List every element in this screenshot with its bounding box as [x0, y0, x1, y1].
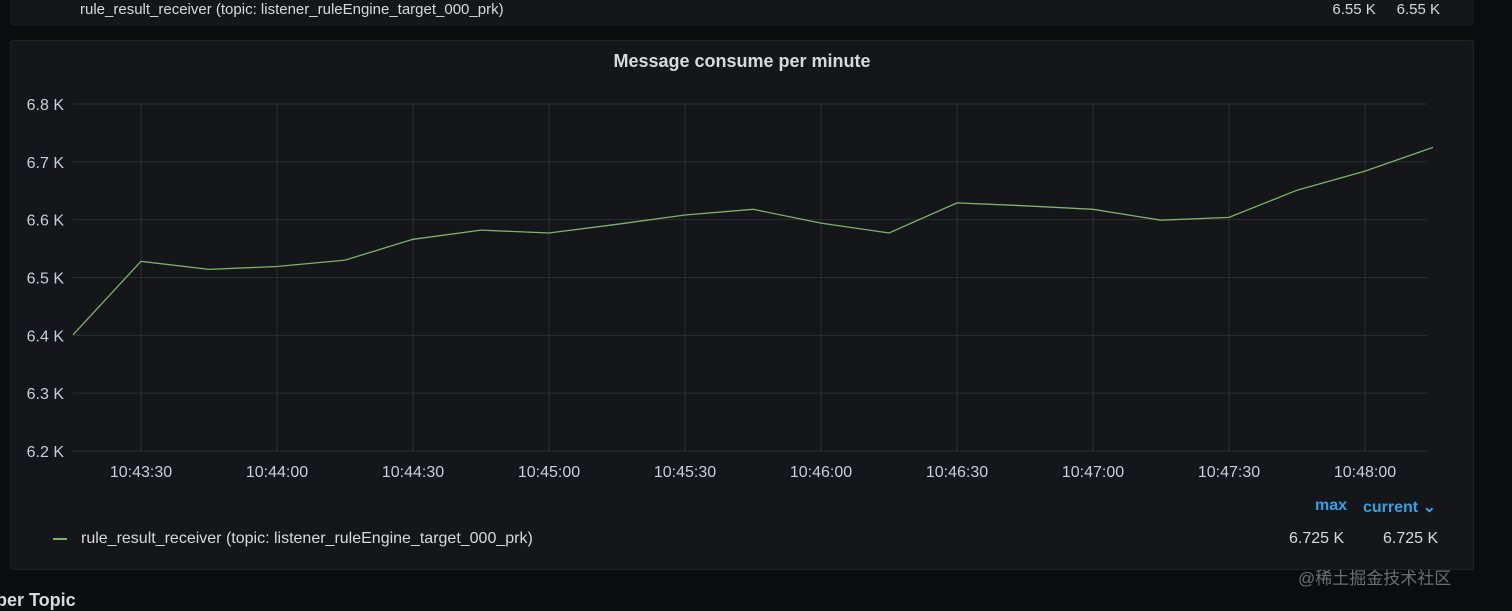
x-tick-label: 10:46:00: [790, 464, 852, 481]
y-tick-label: 6.6 K: [27, 213, 65, 230]
y-tick-label: 6.2 K: [27, 444, 65, 461]
x-tick-label: 10:43:30: [110, 464, 172, 481]
x-tick-label: 10:47:00: [1062, 464, 1124, 481]
y-tick-label: 6.3 K: [27, 386, 65, 403]
x-tick-label: 10:45:00: [518, 464, 580, 481]
y-tick-label: 6.7 K: [27, 155, 65, 172]
x-tick-label: 10:48:00: [1334, 464, 1396, 481]
y-tick-label: 6.4 K: [27, 328, 65, 345]
x-tick-label: 10:47:30: [1198, 464, 1260, 481]
x-tick-label: 10:44:00: [246, 464, 308, 481]
y-tick-label: 6.8 K: [27, 97, 65, 114]
section-title: per Topic: [0, 590, 76, 611]
x-tick-label: 10:46:30: [926, 464, 988, 481]
x-tick-label: 10:44:30: [382, 464, 444, 481]
watermark: @稀土掘金技术社区: [1298, 564, 1451, 589]
x-tick-label: 10:45:30: [654, 464, 716, 481]
y-tick-label: 6.5 K: [27, 271, 65, 288]
